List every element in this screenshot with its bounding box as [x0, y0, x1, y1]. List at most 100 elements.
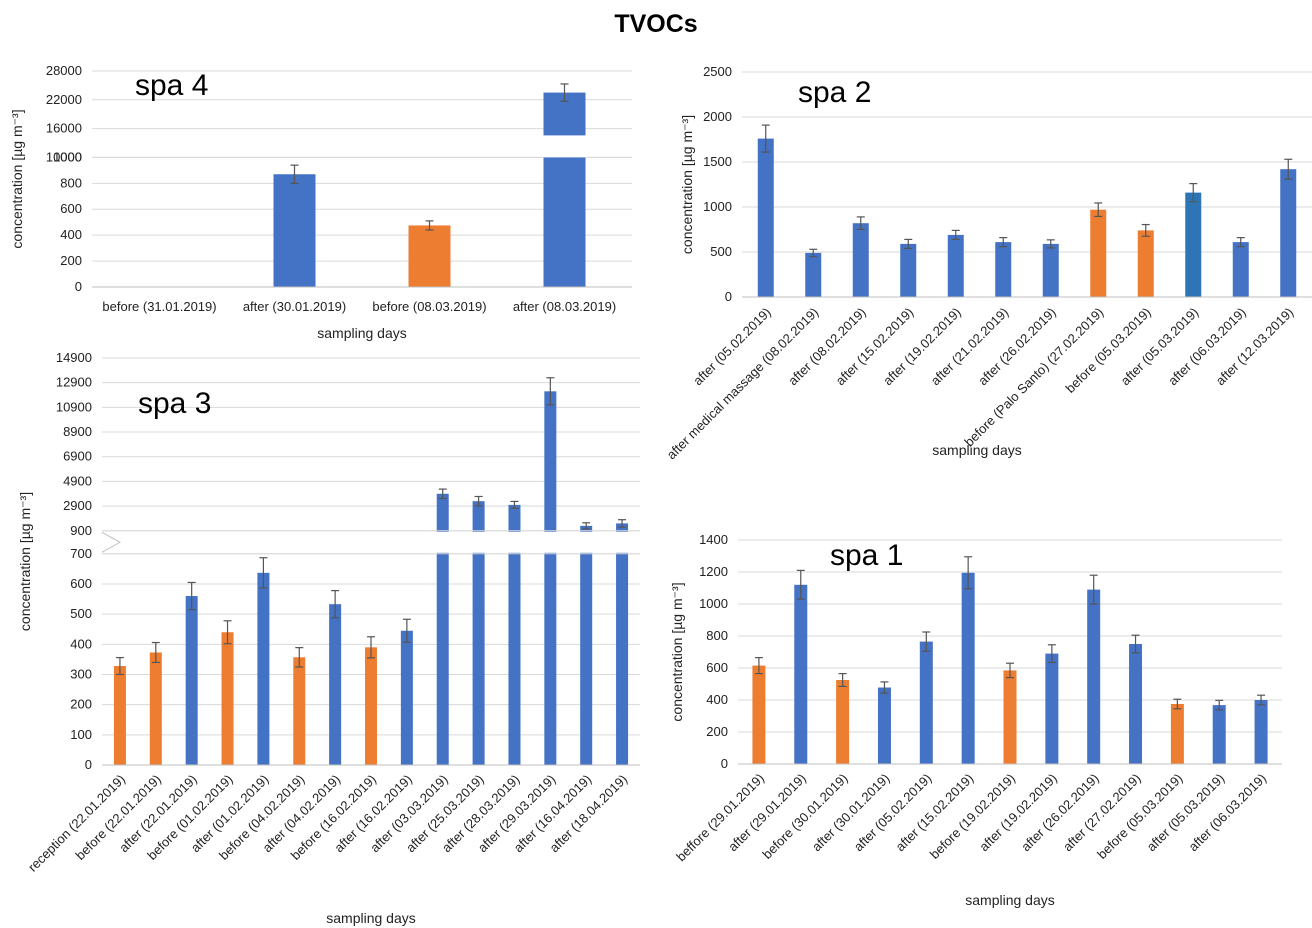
x-tick-label: after (05.02.2019)	[690, 305, 774, 389]
bar	[400, 630, 413, 765]
bar	[757, 138, 774, 297]
x-tick-label: after (08.03.2019)	[513, 299, 616, 314]
x-tick-label: after (30.01.2019)	[809, 771, 893, 855]
y-tick-label: 1000	[703, 199, 732, 214]
y-tick-label: 10900	[56, 399, 92, 414]
panel-title: spa 1	[830, 539, 903, 572]
figure-title: TVOCs	[614, 10, 698, 38]
y-tick-label: 1500	[703, 154, 732, 169]
x-tick-label: after (05.02.2019)	[851, 771, 935, 855]
y-tick-label: 12900	[56, 375, 92, 390]
y-tick-label: 400	[70, 636, 92, 651]
bar	[900, 243, 917, 297]
bar	[257, 572, 270, 765]
y-tick-label: 1000	[53, 149, 82, 164]
bar	[877, 687, 891, 764]
y-tick-label: 2900	[63, 498, 92, 513]
x-tick-label: after (19.02.2019)	[976, 771, 1060, 855]
bar	[1137, 230, 1154, 297]
y-tick-label: 0	[721, 756, 728, 771]
y-tick-label: 1200	[699, 564, 728, 579]
bar	[580, 525, 593, 765]
bar	[852, 223, 869, 297]
y-tick-label: 4900	[63, 473, 92, 488]
bar	[1003, 670, 1017, 764]
bar	[616, 523, 629, 765]
x-tick-label: before (31.01.2019)	[102, 299, 216, 314]
bar	[544, 391, 557, 765]
y-tick-label: 200	[60, 253, 82, 268]
panel-title: spa 4	[135, 69, 208, 102]
bar	[113, 666, 126, 765]
y-tick-label: 0	[725, 289, 732, 304]
bar	[805, 252, 822, 297]
x-tick-label: after (26.02.2019)	[1018, 771, 1102, 855]
x-axis-label: sampling days	[326, 910, 416, 926]
bar	[185, 596, 198, 765]
y-tick-label: 6900	[63, 449, 92, 464]
y-tick-label: 16000	[46, 121, 82, 136]
bar-break-gap	[542, 135, 587, 158]
x-tick-label: after (27.02.2019)	[1060, 771, 1144, 855]
y-tick-label: 0	[85, 757, 92, 772]
bar	[995, 242, 1012, 297]
bar	[836, 680, 850, 764]
y-tick-label: 22000	[46, 92, 82, 107]
y-tick-label: 200	[706, 724, 728, 739]
bar	[1170, 704, 1184, 764]
bar	[1254, 700, 1268, 764]
x-tick-label: after (15.02.2019)	[893, 771, 977, 855]
x-axis-label: sampling days	[965, 892, 1055, 908]
bar	[273, 174, 316, 287]
chart-spa3: 0 100 200 300 400 500 600 700 900 2900 4900 6900 890…	[17, 350, 640, 926]
bar	[1087, 589, 1101, 764]
bar	[1042, 243, 1059, 297]
y-tick-label: 8900	[63, 424, 92, 439]
y-axis-label: concentration [µg m⁻³]	[17, 492, 33, 631]
y-tick-label: 600	[70, 576, 92, 591]
bar	[149, 652, 162, 765]
panel-title: spa 3	[138, 387, 211, 420]
y-tick-label: 400	[60, 227, 82, 242]
y-tick-label: 2000	[703, 109, 732, 124]
bar	[221, 632, 234, 765]
bar	[919, 641, 933, 764]
x-axis-label: sampling days	[317, 325, 407, 341]
x-tick-label: after (30.01.2019)	[243, 299, 346, 314]
bar	[436, 493, 449, 765]
y-tick-label: 800	[706, 628, 728, 643]
y-tick-label: 400	[706, 692, 728, 707]
y-tick-label: 500	[70, 606, 92, 621]
y-tick-label: 700	[70, 546, 92, 561]
y-tick-label: 900	[70, 523, 92, 538]
bar	[508, 504, 521, 765]
x-axis-label: sampling days	[932, 442, 1022, 458]
bar	[1212, 705, 1226, 764]
y-tick-label: 600	[60, 201, 82, 216]
x-tick-label: before (05.03.2019)	[1063, 305, 1154, 396]
y-tick-label: 28000	[46, 63, 82, 78]
y-tick-label: 300	[70, 666, 92, 681]
y-axis-label: concentration [µg m⁻³]	[669, 582, 685, 721]
x-tick-label: before (08.03.2019)	[372, 299, 486, 314]
bar	[794, 584, 808, 764]
bar	[293, 657, 306, 765]
panel-title: spa 2	[798, 76, 871, 109]
y-tick-label: 1000	[699, 596, 728, 611]
bar	[472, 501, 485, 765]
bar	[961, 572, 975, 764]
axis-break-mark	[101, 531, 122, 553]
x-tick-label: after (06.03.2019)	[1186, 771, 1270, 855]
y-tick-label: 600	[706, 660, 728, 675]
y-tick-label: 2500	[703, 64, 732, 79]
bar	[1232, 242, 1249, 297]
bar	[752, 665, 766, 764]
axis-break-gap	[122, 531, 640, 553]
x-tick-label: after (05.03.2019)	[1144, 771, 1228, 855]
x-tick-label: after (29.01.2019)	[725, 771, 809, 855]
bar	[1045, 653, 1059, 764]
bar	[1090, 209, 1107, 297]
